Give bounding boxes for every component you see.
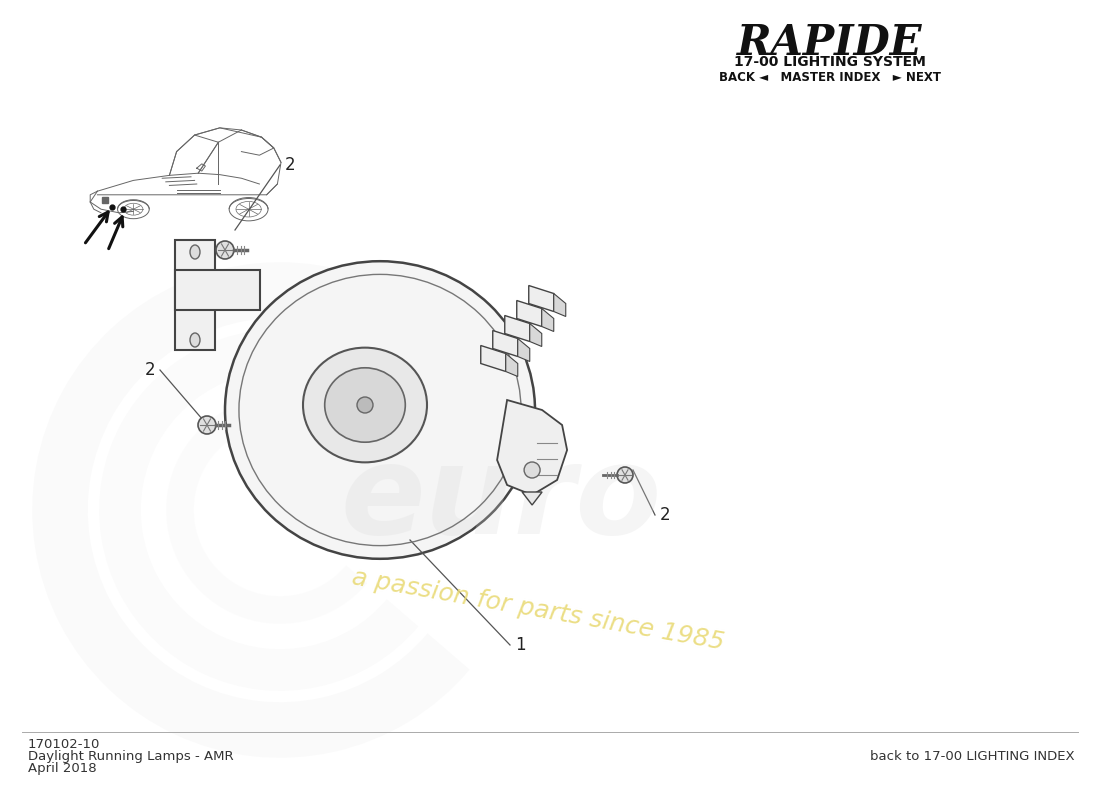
Text: euro: euro: [340, 439, 661, 561]
Polygon shape: [530, 323, 541, 346]
Text: 1: 1: [515, 636, 526, 654]
Circle shape: [216, 241, 234, 259]
Polygon shape: [541, 309, 553, 331]
Polygon shape: [481, 346, 506, 371]
Polygon shape: [493, 330, 518, 357]
Polygon shape: [497, 400, 568, 495]
Polygon shape: [518, 338, 530, 362]
Ellipse shape: [324, 368, 405, 442]
Polygon shape: [506, 354, 518, 377]
Text: April 2018: April 2018: [28, 762, 97, 775]
Text: 17-00 LIGHTING SYSTEM: 17-00 LIGHTING SYSTEM: [734, 55, 926, 69]
Text: back to 17-00 LIGHTING INDEX: back to 17-00 LIGHTING INDEX: [870, 750, 1075, 763]
Text: 2: 2: [660, 506, 671, 524]
Ellipse shape: [190, 245, 200, 259]
Polygon shape: [553, 294, 565, 317]
Circle shape: [198, 416, 216, 434]
Polygon shape: [529, 286, 553, 311]
Ellipse shape: [226, 261, 535, 558]
Polygon shape: [522, 492, 542, 505]
Text: Daylight Running Lamps - AMR: Daylight Running Lamps - AMR: [28, 750, 233, 763]
Ellipse shape: [190, 333, 200, 347]
Text: 2: 2: [144, 361, 155, 379]
Circle shape: [617, 467, 632, 483]
Text: a passion for parts since 1985: a passion for parts since 1985: [350, 566, 726, 654]
Text: BACK ◄   MASTER INDEX   ► NEXT: BACK ◄ MASTER INDEX ► NEXT: [719, 71, 940, 84]
Text: 170102-10: 170102-10: [28, 738, 100, 751]
Circle shape: [358, 397, 373, 413]
Polygon shape: [505, 315, 530, 342]
Text: 2: 2: [285, 156, 296, 174]
Ellipse shape: [302, 348, 427, 462]
Text: RAPIDE: RAPIDE: [737, 22, 923, 64]
Polygon shape: [175, 240, 214, 350]
Polygon shape: [175, 270, 260, 310]
Polygon shape: [517, 301, 541, 326]
Circle shape: [524, 462, 540, 478]
